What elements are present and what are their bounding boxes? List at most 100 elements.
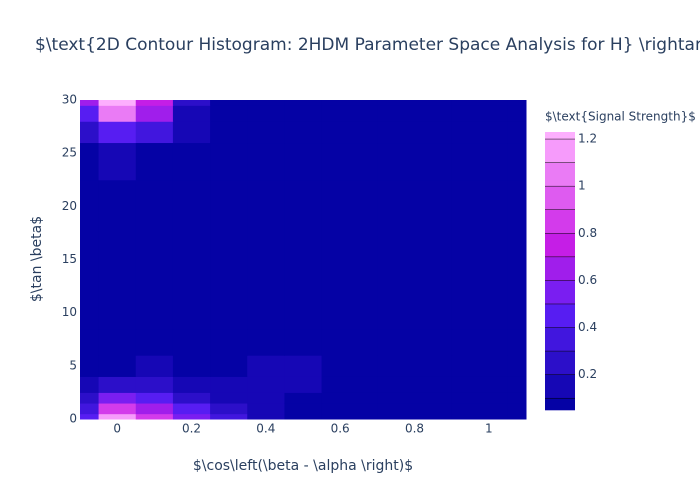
contour-cell [98,376,137,393]
y-axis-label: $\tan \beta$ [29,216,45,302]
contour-cell [98,179,137,260]
y-tick-label: 20 [62,199,77,213]
colorbar-band [545,132,575,140]
colorbar-band [545,162,575,187]
colorbar-tick-label: 1 [578,179,586,193]
contour-cell [80,121,100,144]
contour-cell [172,100,211,106]
contour-cell [284,328,323,356]
contour-cell [284,179,323,260]
plot-area [80,100,527,420]
contour-cell [172,413,211,420]
contour-cell [80,105,100,122]
contour-cell [284,105,323,122]
contour-cell [507,142,527,181]
contour-cell [172,392,211,404]
contour-cell [98,121,137,144]
contour-cell [377,355,453,377]
contour-cell [80,392,100,404]
contour-cell [98,392,137,404]
contour-cell [321,100,378,106]
contour-cell [451,328,508,356]
contour-cell [135,142,174,181]
contour-cell [98,403,137,415]
contour-cell [451,403,508,415]
x-tick-label: 1 [485,422,493,436]
contour-cell [451,142,508,181]
contour-cell [247,413,285,420]
colorbar-band [545,327,575,352]
contour-cell [377,259,453,330]
contour-cell [80,142,100,181]
contour-cell [210,328,248,356]
colorbar-band [545,351,575,375]
contour-cell [451,100,508,106]
colorbar-tick-label: 0.6 [578,273,597,287]
contour-cell [172,376,211,393]
contour-cell [321,403,378,415]
contour-cell [507,328,527,356]
contour-cell [507,403,527,415]
contour-cell [377,142,453,181]
x-tick-label: 0 [113,422,121,436]
contour-cell [135,355,174,377]
x-axis-label: $\cos\left(\beta - \alpha \right)$ [193,458,413,474]
colorbar-tick-label: 0.4 [578,320,597,334]
colorbar-band [545,398,575,411]
contour-cell [210,121,248,144]
contour-cell [210,142,248,181]
contour-cell [377,413,453,420]
contour-cell [507,105,527,122]
contour-cell [451,179,508,260]
y-tick-label: 5 [69,358,77,372]
contour-cell [172,259,211,330]
contour-cell [377,392,453,404]
contour-cell [377,121,453,144]
contour-cell [210,105,248,122]
contour-cell [377,179,453,260]
x-tick-label: 0.6 [331,422,350,436]
contour-cell [98,355,137,377]
contour-cell [80,259,100,330]
contour-cell [98,328,137,356]
contour-cell [377,403,453,415]
contour-cell [507,259,527,330]
contour-cell [451,105,508,122]
contour-cell [284,413,323,420]
contour-cell [451,376,508,393]
chart-title: $\text{2D Contour Histogram: 2HDM Parame… [35,35,700,55]
contour-cell [507,355,527,377]
contour-cell [507,179,527,260]
colorbar-band [545,303,575,328]
colorbar-band [545,233,575,258]
contour-cell [135,179,174,260]
contour-cell [284,392,323,404]
contour-cell [321,179,378,260]
contour-cell [172,403,211,415]
contour-cell [284,142,323,181]
colorbar-band [545,209,575,234]
contour-cell [321,355,378,377]
contour-cell [98,100,137,106]
contour-cell [98,105,137,122]
contour-cell [451,355,508,377]
contour-cell [247,328,285,356]
contour-cell [80,328,100,356]
contour-cell [507,121,527,144]
contour-cell [507,376,527,393]
x-tick-label: 0.8 [405,422,424,436]
contour-cell [507,392,527,404]
contour-cell [80,100,100,106]
contour-cell [377,105,453,122]
contour-cell [210,259,248,330]
contour-cell [172,355,211,377]
contour-cell [321,392,378,404]
colorbar-band [545,256,575,281]
contour-cell [172,328,211,356]
contour-cell [135,392,174,404]
contour-cell [247,355,285,377]
colorbar-band [545,374,575,399]
colorbar-band [545,186,575,211]
contour-cell [284,259,323,330]
contour-cell [247,259,285,330]
